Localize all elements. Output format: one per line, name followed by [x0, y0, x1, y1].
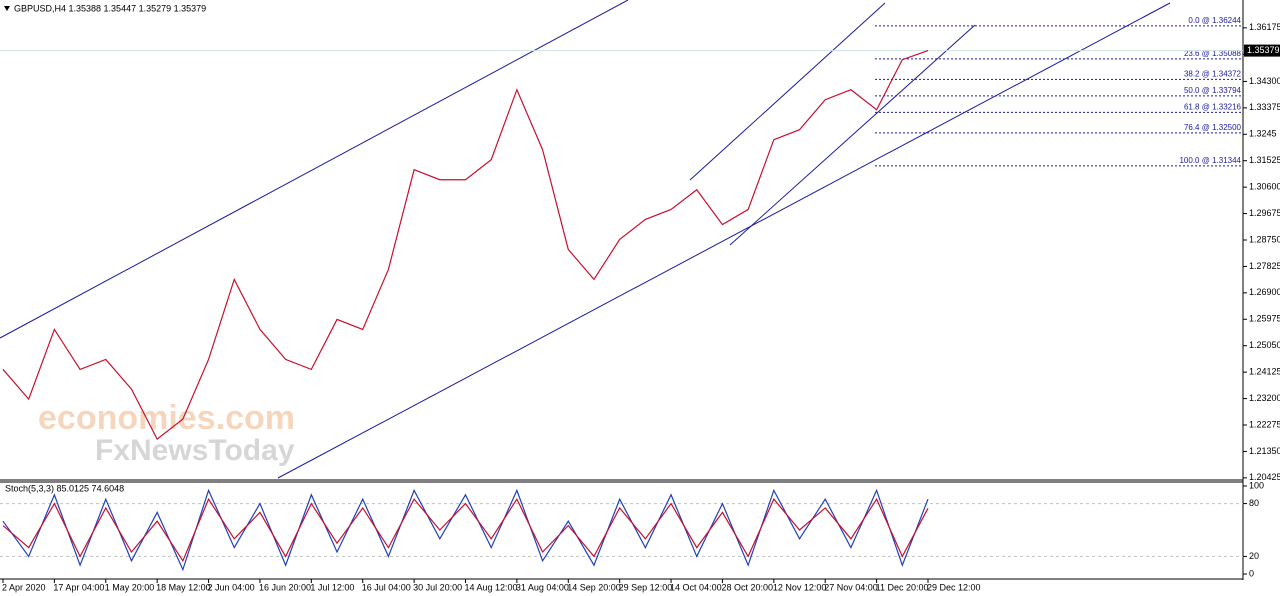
y-tick-label: 1.21350 — [1249, 446, 1280, 456]
y-tick-label: 1.31525 — [1249, 155, 1280, 165]
y-tick-label: 1.25975 — [1249, 314, 1280, 324]
series-line — [2, 50, 929, 441]
x-tick-label: 29 Sep 12:00 — [619, 582, 673, 592]
y-tick-label: 1.26900 — [1249, 287, 1280, 297]
x-tick-label: 27 Nov 04:00 — [824, 582, 878, 592]
y-tick-label: 1.30600 — [1249, 182, 1280, 192]
y-tick-label: 1.22275 — [1249, 419, 1280, 429]
fib-label: 100.0 @ 1.31344 — [1179, 156, 1241, 165]
fib-label: 38.2 @ 1.34372 — [1184, 69, 1242, 78]
fib-label: 61.8 @ 1.33216 — [1184, 103, 1242, 112]
watermark: FxNewsToday — [95, 434, 295, 467]
series-line — [2, 497, 929, 563]
y-tick-label: 1.27825 — [1249, 261, 1280, 271]
y-tick-label: 100 — [1249, 480, 1264, 490]
y-tick-label: 1.24125 — [1249, 367, 1280, 377]
x-tick-label: 17 Apr 04:00 — [53, 582, 104, 592]
price-label: 1.35379 — [1247, 45, 1280, 55]
menu-arrow[interactable] — [4, 6, 10, 11]
indicator-title: Stoch(5,3,3) 85.0125 74.6048 — [5, 483, 124, 493]
chart-title: GBPUSD,H4 1.35388 1.35447 1.35279 1.3537… — [14, 3, 206, 13]
y-tick-label: 1.36175 — [1249, 22, 1280, 32]
x-tick-label: 14 Aug 12:00 — [465, 582, 518, 592]
x-tick-label: 16 Jul 04:00 — [362, 582, 411, 592]
x-tick-label: 30 Jul 20:00 — [413, 582, 462, 592]
channel-line — [277, 2, 1171, 479]
y-tick-label: 1.20425 — [1249, 472, 1280, 482]
watermark: economies.com — [38, 399, 295, 437]
channel-line — [729, 24, 976, 246]
x-tick-label: 2 Apr 2020 — [2, 582, 46, 592]
y-tick-label: 0 — [1249, 568, 1254, 578]
x-tick-label: 14 Sep 20:00 — [567, 582, 621, 592]
y-tick-label: 1.29675 — [1249, 208, 1280, 218]
x-tick-label: 1 Jul 12:00 — [310, 582, 354, 592]
y-tick-label: 1.25050 — [1249, 340, 1280, 350]
fib-label: 23.6 @ 1.35088 — [1184, 49, 1242, 58]
y-tick-label: 1.33375 — [1249, 102, 1280, 112]
fib-label: 0.0 @ 1.36244 — [1188, 16, 1241, 25]
series-line — [2, 488, 929, 572]
x-tick-label: 29 Dec 12:00 — [927, 582, 981, 592]
trendlines — [0, 0, 1171, 479]
x-tick-label: 2 Jun 04:00 — [208, 582, 255, 592]
x-tick-label: 11 Dec 20:00 — [876, 582, 929, 592]
y-tick-label: 1.3245 — [1249, 129, 1277, 139]
fib-label: 50.0 @ 1.33794 — [1184, 86, 1242, 95]
x-tick-label: 31 Aug 04:00 — [516, 582, 569, 592]
price-label-box — [1244, 44, 1280, 57]
x-tick-label: 16 Jun 20:00 — [259, 582, 311, 592]
y-tick-label: 1.34300 — [1249, 76, 1280, 86]
y-tick-label: 1.28750 — [1249, 234, 1280, 244]
x-tick-label: 18 May 12:00 — [156, 582, 211, 592]
y-tick-label: 20 — [1249, 551, 1259, 561]
x-tick-label: 1 May 20:00 — [105, 582, 155, 592]
x-tick-label: 12 Nov 12:00 — [773, 582, 827, 592]
y-tick-label: 1.23200 — [1249, 393, 1280, 403]
y-tick-label: 80 — [1249, 498, 1259, 508]
channel-line — [689, 2, 886, 181]
fib-label: 76.4 @ 1.32500 — [1184, 123, 1242, 132]
channel-line — [0, 0, 629, 339]
x-tick-label: 14 Oct 04:00 — [670, 582, 722, 592]
x-tick-label: 28 Oct 20:00 — [721, 582, 773, 592]
